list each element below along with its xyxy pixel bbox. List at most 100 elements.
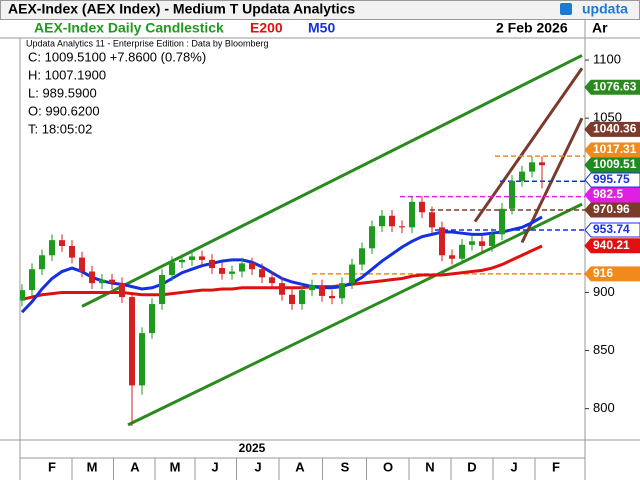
candle-body: [489, 234, 495, 246]
candle-body: [109, 279, 115, 284]
candle-body: [39, 255, 45, 270]
year-label: 2025: [239, 441, 266, 455]
candle-body: [429, 212, 435, 228]
x-tick-label: F: [48, 459, 56, 474]
candle-body: [149, 304, 155, 334]
candle-body: [179, 259, 185, 263]
x-tick-label: O: [383, 459, 393, 474]
logo: updata: [582, 1, 628, 17]
candle-body: [69, 245, 75, 258]
level-label: 970.96: [593, 202, 630, 216]
x-tick-label: S: [341, 459, 350, 474]
candle-body: [509, 180, 515, 209]
candle-body: [199, 256, 205, 260]
candle-body: [439, 227, 445, 256]
trendline: [81, 54, 583, 308]
candle-body: [459, 244, 465, 259]
candle-body: [469, 241, 475, 245]
level-tag: [584, 202, 640, 218]
candle-body: [349, 264, 355, 284]
candle-body: [389, 215, 395, 227]
candle-body: [209, 259, 215, 269]
level-label: 1009.51: [593, 157, 637, 171]
trendline: [127, 202, 583, 427]
x-tick-label: J: [510, 459, 517, 474]
candle-body: [249, 263, 255, 270]
level-label: 1040.36: [593, 122, 637, 136]
plot-area: [20, 54, 585, 427]
candle-body: [79, 257, 85, 272]
level-tag: [584, 157, 640, 173]
x-tick-label: J: [254, 459, 261, 474]
x-tick-label: F: [552, 459, 560, 474]
info-line: O: 990.6200: [28, 103, 100, 118]
level-tag: [584, 79, 640, 95]
candle-body: [129, 297, 135, 386]
info-line: T: 18:05:02: [28, 121, 92, 136]
info-line: L: 989.5900: [28, 85, 97, 100]
candle-body: [279, 283, 285, 295]
candle-body: [299, 290, 305, 305]
chart-title: AEX-Index (AEX Index) - Medium T Updata …: [8, 1, 355, 17]
x-tick-label: A: [130, 459, 140, 474]
candle-body: [419, 201, 425, 213]
y-tick-label: 900: [593, 284, 615, 299]
candle-body: [189, 256, 195, 260]
level-tag: [584, 121, 640, 137]
x-tick-label: A: [295, 459, 305, 474]
candle-body: [29, 269, 35, 291]
candle-body: [519, 171, 525, 181]
level-tag: [584, 172, 640, 188]
candle-body: [159, 275, 165, 305]
y-tick-label: 800: [593, 400, 615, 415]
info-line: H: 1007.1900: [28, 67, 106, 82]
level-tag: [584, 222, 640, 238]
candle-body: [369, 226, 375, 249]
candle-body: [229, 271, 235, 274]
candle-body: [379, 215, 385, 227]
x-tick-label: N: [425, 459, 434, 474]
candle-body: [449, 255, 455, 259]
level-label: 916: [593, 266, 613, 280]
level-label: 1017.31: [593, 142, 637, 156]
candle-body: [409, 201, 415, 228]
candle-body: [99, 279, 105, 284]
y-tick-label: 850: [593, 342, 615, 357]
candle-body: [239, 263, 245, 272]
level-tag: [584, 142, 640, 158]
candle-body: [49, 240, 55, 256]
candle-body: [479, 241, 485, 246]
candle-body: [329, 295, 335, 299]
candle-body: [539, 162, 545, 166]
info-line: C: 1009.5100 +7.8600 (0.78%): [28, 49, 206, 64]
candle-body: [289, 294, 295, 305]
level-label: 953.74: [593, 222, 630, 236]
y-tick-label: 1100: [593, 52, 621, 67]
subtitle: AEX-Index Daily Candlestick: [34, 20, 224, 36]
candle-body: [499, 208, 505, 235]
candle-body: [339, 283, 345, 299]
axis-label: Ar: [592, 20, 608, 36]
candle-body: [59, 240, 65, 246]
y-tick-label: 1050: [593, 110, 622, 125]
level-label: 1076.63: [593, 79, 637, 93]
level-label: 940.21: [593, 238, 630, 252]
x-tick-label: M: [170, 459, 181, 474]
level-label: 982.5: [593, 187, 623, 201]
candle-body: [269, 277, 275, 284]
candle-body: [119, 283, 125, 298]
x-tick-label: D: [467, 459, 476, 474]
logo-icon: [560, 3, 572, 15]
candle-body: [219, 268, 225, 274]
legend-entry: E200: [250, 20, 283, 36]
level-tag: [584, 238, 640, 254]
x-tick-label: M: [87, 459, 98, 474]
candle-body: [529, 162, 535, 172]
candle-body: [399, 226, 405, 228]
candle-body: [359, 248, 365, 265]
source: Updata Analytics 11 - Enterprise Edition…: [26, 38, 268, 48]
candle-body: [139, 333, 145, 386]
candle-body: [319, 285, 325, 296]
candle-body: [20, 290, 25, 301]
